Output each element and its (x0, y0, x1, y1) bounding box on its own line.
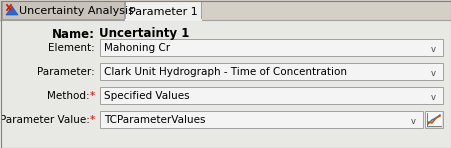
Text: Name:: Name: (52, 28, 95, 41)
Text: Mahoning Cr: Mahoning Cr (104, 43, 170, 53)
Text: v: v (410, 116, 415, 126)
Text: Clark Unit Hydrograph - Time of Concentration: Clark Unit Hydrograph - Time of Concentr… (104, 67, 347, 77)
Text: v: v (431, 92, 436, 102)
FancyBboxPatch shape (100, 39, 443, 56)
FancyBboxPatch shape (2, 1, 124, 19)
FancyBboxPatch shape (125, 1, 201, 21)
FancyBboxPatch shape (100, 87, 443, 104)
Text: Element:: Element: (48, 43, 95, 53)
Polygon shape (6, 6, 18, 15)
Text: Uncertainty 1: Uncertainty 1 (99, 28, 189, 41)
Text: Parameter 1: Parameter 1 (129, 7, 198, 17)
FancyBboxPatch shape (426, 112, 442, 127)
Text: *: * (90, 115, 95, 125)
Text: v: v (431, 45, 436, 53)
Text: Parameter:: Parameter: (37, 67, 95, 77)
FancyBboxPatch shape (0, 20, 451, 148)
Text: *: * (90, 91, 95, 101)
Text: Uncertainty Analysis: Uncertainty Analysis (19, 6, 134, 16)
Text: TCParameterValues: TCParameterValues (104, 115, 206, 125)
Text: Specified Values: Specified Values (104, 91, 189, 101)
FancyBboxPatch shape (100, 63, 443, 80)
FancyBboxPatch shape (100, 111, 423, 128)
Text: Method:: Method: (47, 91, 90, 101)
FancyBboxPatch shape (425, 111, 443, 128)
Text: v: v (431, 69, 436, 78)
Text: Parameter Value:: Parameter Value: (0, 115, 90, 125)
